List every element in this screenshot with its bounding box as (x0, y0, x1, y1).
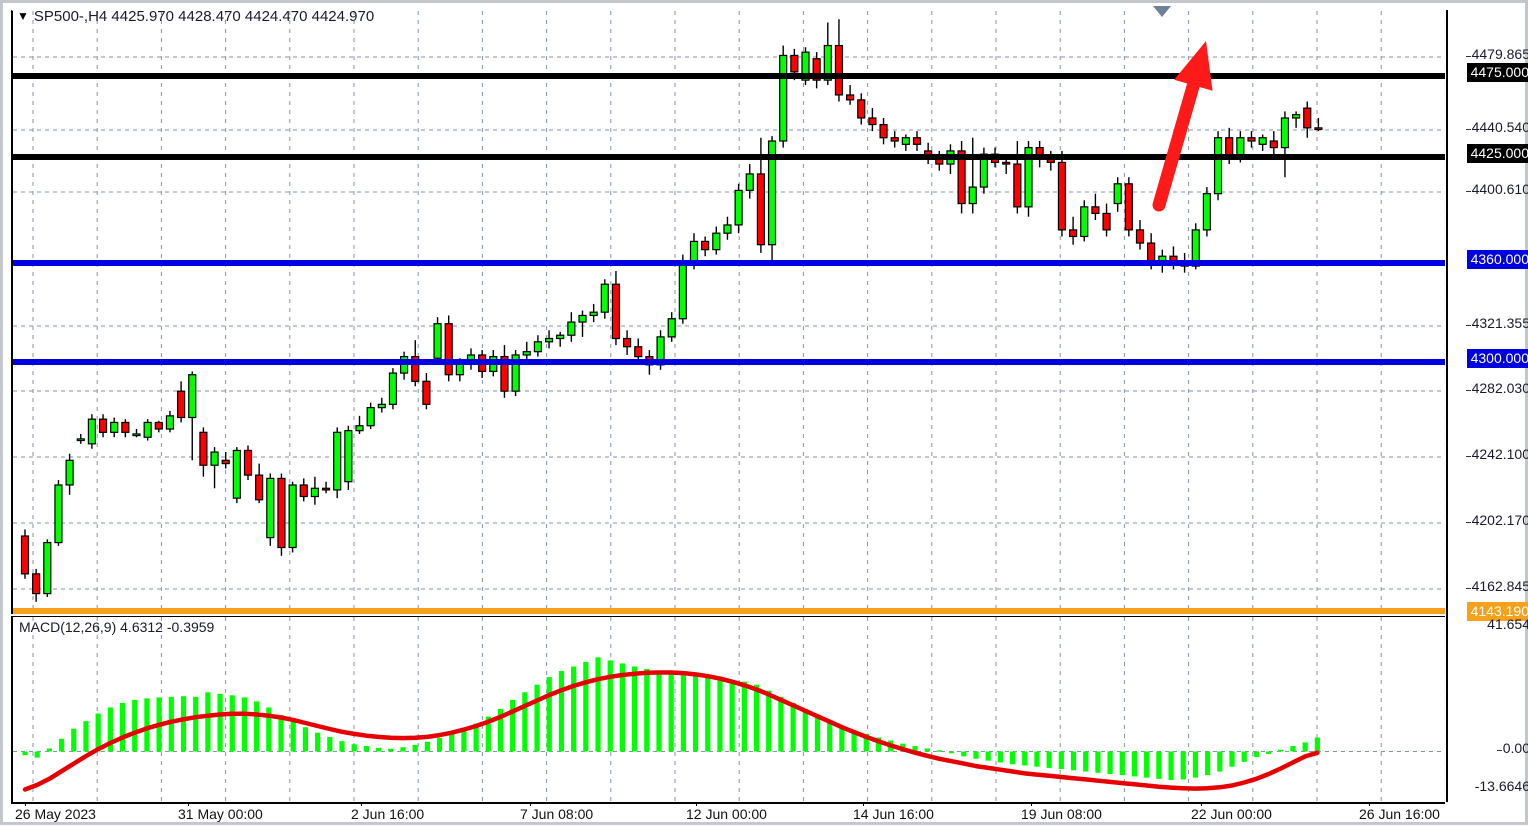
price-tick-label: 4282.030 (1465, 380, 1528, 396)
price-tick-label: 4400.610 (1465, 181, 1528, 197)
window-inner: ▼ SP500-,H4 4425.970 4428.470 4424.470 44… (5, 4, 1528, 822)
time-tick-label: 7 Jun 08:00 (520, 806, 594, 822)
macd-chart-svg[interactable] (13, 617, 1445, 802)
price-chart-pane[interactable] (11, 10, 1445, 614)
macd-tick-mark (1496, 750, 1502, 751)
time-tick-mark (696, 802, 697, 806)
price-tick-mark (1465, 456, 1471, 457)
time-tick-mark (361, 802, 362, 806)
price-tick-mark (1465, 56, 1471, 57)
price-tick-label: 4479.865 (1465, 46, 1528, 62)
price-level-tag[interactable]: 4300.000 (1466, 349, 1528, 368)
price-level-tag[interactable]: 4143.190 (1466, 602, 1528, 621)
macd-label: MACD(12,26,9) 4.6312 -0.3959 (19, 619, 215, 635)
price-tick-label: 4321.355 (1465, 315, 1528, 331)
price-tick-label: 4202.170 (1465, 512, 1528, 528)
time-tick-label: 2 Jun 16:00 (351, 806, 425, 822)
time-tick-label: 31 May 00:00 (178, 806, 263, 822)
price-tick-label: 4162.845 (1465, 578, 1528, 594)
time-axis[interactable]: 26 May 2023 31 May 00:00 2 Jun 16:00 7 Jun … (11, 802, 1445, 826)
time-tick-label: 12 Jun 00:00 (686, 806, 767, 822)
time-tick-label: 19 Jun 08:00 (1021, 806, 1102, 822)
price-tick-mark (1465, 390, 1471, 391)
time-tick-label: 26 Jun 16:00 (1359, 806, 1440, 822)
time-tick-mark (1031, 802, 1032, 806)
time-tick-mark (25, 802, 26, 806)
price-tick-mark (1465, 325, 1471, 326)
symbol-ohlc-text: SP500-,H4 4425.970 4428.470 4424.470 442… (33, 8, 375, 25)
time-tick-label: 26 May 2023 (15, 806, 96, 822)
macd-indicator-pane[interactable]: MACD(12,26,9) 4.6312 -0.3959 (11, 616, 1445, 802)
time-tick-mark (1369, 802, 1370, 806)
price-tick-mark (1465, 191, 1471, 192)
price-level-tag[interactable]: 4360.000 (1466, 250, 1528, 269)
price-tick-label: 4242.100 (1465, 446, 1528, 462)
price-tick-label: 4440.540 (1465, 119, 1528, 135)
price-level-tag[interactable]: 4425.000 (1466, 144, 1528, 163)
time-tick-label: 22 Jun 00:00 (1191, 806, 1272, 822)
price-tick-mark (1465, 129, 1471, 130)
macd-tick-label: 0.00 (1496, 740, 1528, 756)
time-tick-mark (188, 802, 189, 806)
price-chart-svg[interactable] (13, 11, 1445, 614)
chevron-down-icon[interactable]: ▼ (17, 9, 29, 23)
price-level-tag[interactable]: 4475.000 (1466, 63, 1528, 82)
price-axis[interactable]: 4479.865 4440.540 4400.610 4321.355 4282.030… (1446, 10, 1528, 802)
macd-tick-label: -13.6646 (1474, 778, 1528, 794)
time-tick-label: 14 Jun 16:00 (853, 806, 934, 822)
time-tick-mark (1201, 802, 1202, 806)
price-tick-mark (1465, 588, 1471, 589)
current-bar-marker-icon (1153, 6, 1171, 17)
time-tick-mark (863, 802, 864, 806)
price-tick-mark (1465, 522, 1471, 523)
time-tick-mark (530, 802, 531, 806)
macd-tick-label: 41.654 (1487, 616, 1528, 632)
chart-symbol-header: ▼ SP500-,H4 4425.970 4428.470 4424.470 44… (17, 8, 374, 25)
